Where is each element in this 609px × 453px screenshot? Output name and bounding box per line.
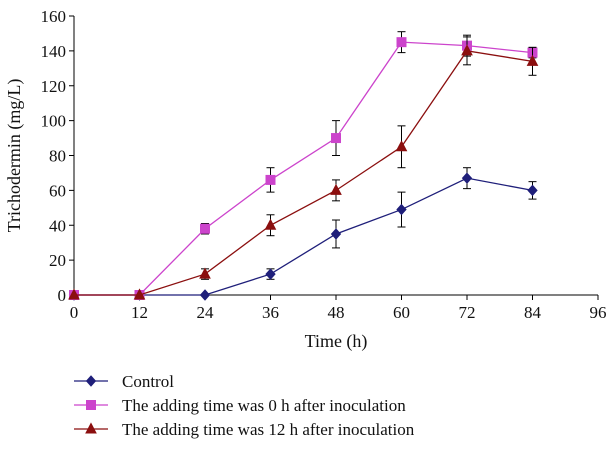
y-ticks: 0 20 40 60 80 100 120 140 160: [41, 7, 74, 305]
plot-area: 0 12 24 36 48 60 72 84 96 0 20 40 60 80 100 120 140 160: [41, 7, 607, 322]
x-tick-label: 12: [131, 303, 148, 322]
x-tick-label: 72: [459, 303, 476, 322]
x-tick-label: 96: [590, 303, 607, 322]
data-point: [265, 268, 276, 280]
y-tick-label: 120: [41, 77, 67, 96]
legend-label: The adding time was 0 h after inoculatio…: [122, 396, 406, 415]
legend-label: Control: [122, 372, 174, 391]
series-1: [68, 167, 538, 301]
series-3: [68, 36, 539, 300]
data-point: [396, 37, 407, 48]
data-point: [526, 54, 539, 66]
y-tick-label: 160: [41, 7, 67, 26]
legend-item: Control: [74, 372, 174, 391]
data-point: [527, 184, 538, 197]
y-tick-label: 0: [58, 286, 67, 305]
data-point: [330, 183, 342, 195]
x-ticks: 0 12 24 36 48 60 72 84 96: [70, 295, 607, 322]
data-point: [199, 267, 211, 279]
legend-item: The adding time was 0 h after inoculatio…: [74, 396, 406, 415]
series-line: [74, 50, 533, 296]
y-tick-label: 140: [41, 42, 67, 61]
x-tick-label: 24: [197, 303, 215, 322]
y-axis-title: Trichodermin (mg/L): [4, 79, 25, 233]
data-point: [396, 203, 407, 216]
x-tick-label: 84: [524, 303, 542, 322]
legend-label: The adding time was 12 h after inoculati…: [122, 420, 415, 439]
data-point: [395, 140, 408, 152]
data-point: [330, 228, 342, 240]
data-point: [68, 288, 80, 300]
data-point: [265, 174, 276, 185]
data-point: [264, 218, 277, 230]
x-tick-label: 48: [328, 303, 345, 322]
y-tick-label: 100: [41, 112, 67, 131]
legend-marker: [86, 400, 96, 410]
y-tick-label: 40: [49, 216, 66, 235]
series-2: [69, 31, 538, 300]
x-tick-label: 0: [70, 303, 79, 322]
x-axis-title: Time (h): [305, 331, 368, 352]
y-tick-label: 80: [49, 147, 66, 166]
legend-item: The adding time was 12 h after inoculati…: [74, 420, 415, 439]
y-tick-label: 20: [49, 251, 66, 270]
y-tick-label: 60: [49, 181, 66, 200]
data-point: [331, 133, 341, 144]
series-line: [74, 41, 533, 296]
data-point: [461, 172, 473, 184]
x-tick-label: 36: [262, 303, 279, 322]
series-layer: [68, 31, 539, 301]
x-tick-label: 60: [393, 303, 410, 322]
legend: Control The adding time was 0 h after ino…: [74, 372, 415, 439]
data-point: [199, 289, 211, 301]
legend-marker: [85, 375, 97, 387]
data-point: [133, 288, 146, 300]
series-line: [74, 177, 533, 296]
legend-marker: [85, 422, 97, 434]
data-point: [200, 223, 210, 234]
data-point: [461, 44, 473, 56]
